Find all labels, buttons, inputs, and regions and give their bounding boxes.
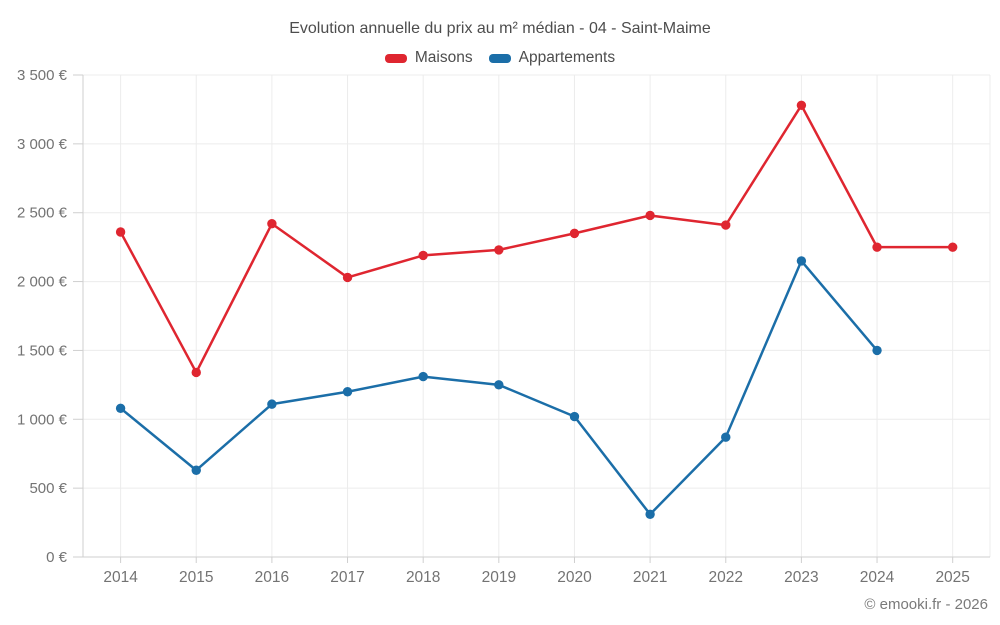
appartements-color-swatch xyxy=(488,53,511,63)
x-tick-label: 2021 xyxy=(633,569,667,586)
y-tick-label: 2 000 € xyxy=(17,274,68,291)
data-point-appartements-2016[interactable] xyxy=(267,399,277,409)
data-point-maisons-2022[interactable] xyxy=(721,220,731,230)
y-tick-label: 3 500 € xyxy=(17,67,68,84)
y-tick-label: 1 000 € xyxy=(17,411,68,428)
legend-item-maisons[interactable]: Maisons xyxy=(384,49,473,67)
data-point-maisons-2017[interactable] xyxy=(342,272,353,283)
legend-label-appartements: Appartements xyxy=(518,49,616,66)
data-point-appartements-2021[interactable] xyxy=(645,509,655,520)
data-point-appartements-2019[interactable] xyxy=(494,380,504,390)
data-point-maisons-2018[interactable] xyxy=(418,250,428,261)
data-point-appartements-2015[interactable] xyxy=(191,465,201,475)
data-point-maisons-2016[interactable] xyxy=(267,219,277,229)
copyright-footer: © emooki.fr - 2026 xyxy=(864,596,988,613)
data-point-maisons-2024[interactable] xyxy=(872,242,882,252)
series-line-maisons xyxy=(119,104,954,374)
data-point-appartements-2022[interactable] xyxy=(721,432,731,442)
x-tick-label: 2022 xyxy=(709,569,743,586)
data-point-appartements-2014[interactable] xyxy=(115,403,126,413)
data-point-maisons-2014[interactable] xyxy=(115,227,126,237)
x-tick-label: 2020 xyxy=(557,569,592,586)
x-tick-label: 2024 xyxy=(860,569,895,586)
y-tick-label: 0 € xyxy=(46,549,68,566)
y-tick-label: 2 500 € xyxy=(17,205,68,222)
y-tick-label: 1 500 € xyxy=(17,342,68,359)
data-point-maisons-2021[interactable] xyxy=(645,210,655,221)
legend-label-maisons: Maisons xyxy=(414,49,473,66)
y-tick-label: 500 € xyxy=(29,480,67,497)
data-point-appartements-2023[interactable] xyxy=(796,256,807,266)
x-tick-label: 2019 xyxy=(482,569,516,586)
x-tick-label: 2023 xyxy=(784,569,818,586)
data-point-maisons-2023[interactable] xyxy=(796,100,807,110)
x-tick-label: 2017 xyxy=(330,569,364,586)
chart-legend: Maisons Appartements xyxy=(0,47,1000,69)
x-tick-label: 2016 xyxy=(255,569,289,586)
data-point-maisons-2025[interactable] xyxy=(947,242,958,252)
data-point-maisons-2019[interactable] xyxy=(494,245,504,255)
data-point-appartements-2020[interactable] xyxy=(569,411,580,422)
data-point-appartements-2024[interactable] xyxy=(872,345,882,356)
data-point-appartements-2018[interactable] xyxy=(418,371,428,382)
x-tick-label: 2014 xyxy=(103,569,138,586)
data-point-maisons-2020[interactable] xyxy=(569,228,580,239)
data-point-appartements-2017[interactable] xyxy=(342,387,353,397)
x-tick-label: 2015 xyxy=(179,569,213,586)
maisons-color-swatch xyxy=(384,53,407,63)
chart-title: Evolution annuelle du prix au m² médian … xyxy=(289,20,711,37)
x-tick-label: 2025 xyxy=(935,569,969,586)
x-tick-label: 2018 xyxy=(406,569,440,586)
data-point-maisons-2015[interactable] xyxy=(191,367,201,378)
legend-item-appartements[interactable]: Appartements xyxy=(488,49,616,67)
y-tick-label: 3 000 € xyxy=(17,136,68,153)
